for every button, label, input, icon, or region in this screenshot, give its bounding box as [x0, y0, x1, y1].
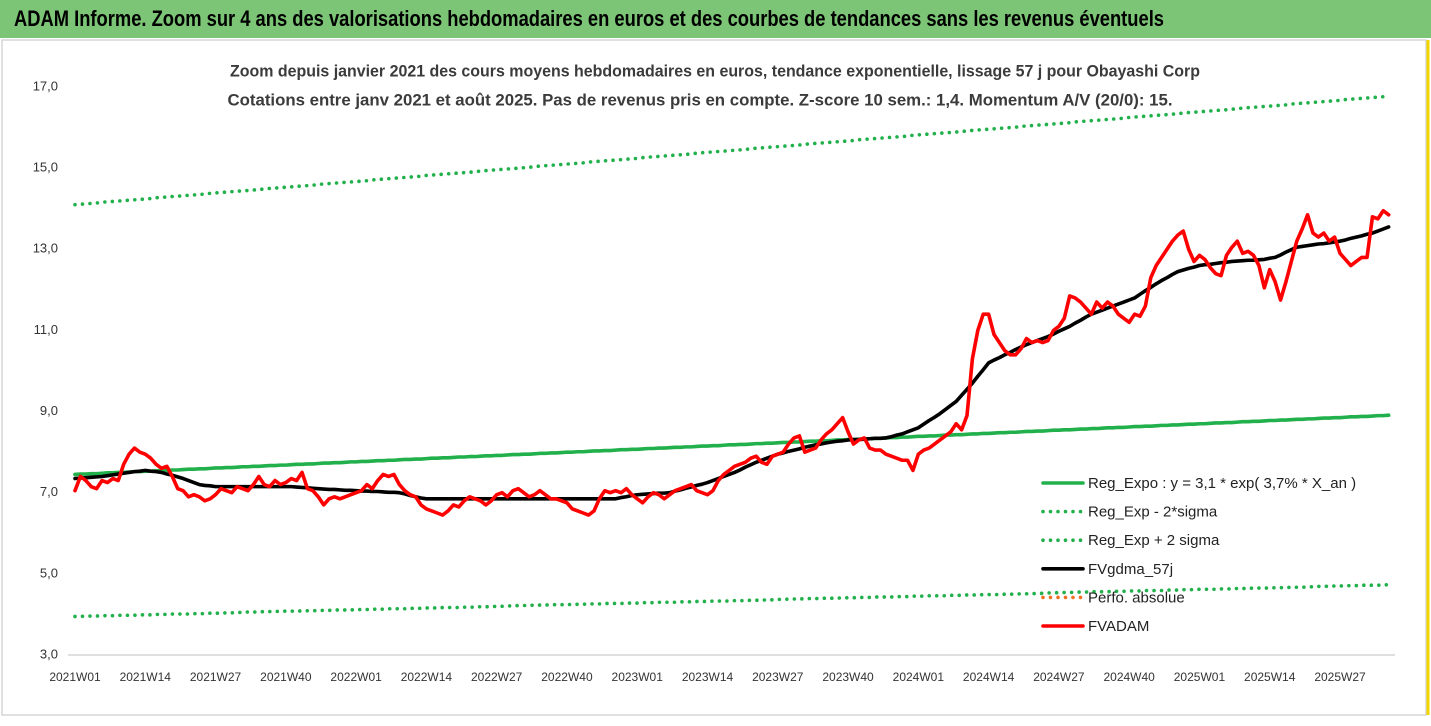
x-tick-label: 2023W14 — [682, 670, 734, 684]
x-tick-label: 2024W27 — [1033, 670, 1085, 684]
y-tick-label: 15,0 — [33, 160, 58, 175]
series-line — [73, 583, 1391, 619]
series-line — [73, 225, 1391, 501]
legend-label: FVADAM — [1088, 618, 1149, 635]
x-tick-label: 2023W01 — [612, 670, 664, 684]
series-line — [73, 94, 1391, 207]
y-tick-label: 17,0 — [33, 78, 58, 93]
x-tick-label: 2025W14 — [1244, 670, 1296, 684]
banner-title: ADAM Informe. Zoom sur 4 ans des valoris… — [14, 6, 1164, 31]
x-tick-label: 2021W14 — [120, 670, 172, 684]
y-tick-label: 5,0 — [40, 565, 58, 580]
x-tick-label: 2022W27 — [471, 670, 523, 684]
x-tick-label: 2025W27 — [1314, 670, 1366, 684]
legend-label: Reg_Expo : y = 3,1 * exp( 3,7% * X_an ) — [1088, 475, 1356, 492]
y-tick-label: 7,0 — [40, 484, 58, 499]
x-tick-label: 2023W40 — [822, 670, 874, 684]
x-tick-label: 2021W27 — [190, 670, 242, 684]
y-tick-label: 13,0 — [33, 241, 58, 256]
legend-label: Reg_Exp + 2 sigma — [1088, 532, 1220, 549]
x-tick-label: 2022W01 — [330, 670, 382, 684]
legend-label: Reg_Exp - 2*sigma — [1088, 504, 1218, 521]
y-tick-label: 3,0 — [40, 646, 58, 661]
legend-label: Perfo. absolue — [1088, 589, 1185, 606]
legend-label: FVgdma_57j — [1088, 561, 1173, 578]
y-tick-label: 11,0 — [34, 322, 58, 337]
x-tick-label: 2024W40 — [1103, 670, 1155, 684]
x-tick-label: 2022W40 — [541, 670, 593, 684]
y-tick-label: 9,0 — [40, 403, 58, 418]
x-tick-label: 2022W14 — [401, 670, 453, 684]
banner — [0, 0, 1431, 38]
series-line — [73, 413, 1391, 477]
chart-title: Zoom depuis janvier 2021 des cours moyen… — [230, 61, 1200, 80]
chart-frame — [1, 39, 1427, 716]
x-tick-label: 2025W01 — [1174, 670, 1226, 684]
x-tick-label: 2024W14 — [963, 670, 1015, 684]
x-tick-label: 2024W01 — [893, 670, 945, 684]
x-tick-label: 2021W40 — [260, 670, 312, 684]
x-tick-label: 2023W27 — [752, 670, 804, 684]
x-tick-label: 2021W01 — [49, 670, 101, 684]
series-line — [73, 208, 1391, 517]
chart-subtitle: Cotations entre janv 2021 et août 2025. … — [228, 90, 1173, 109]
